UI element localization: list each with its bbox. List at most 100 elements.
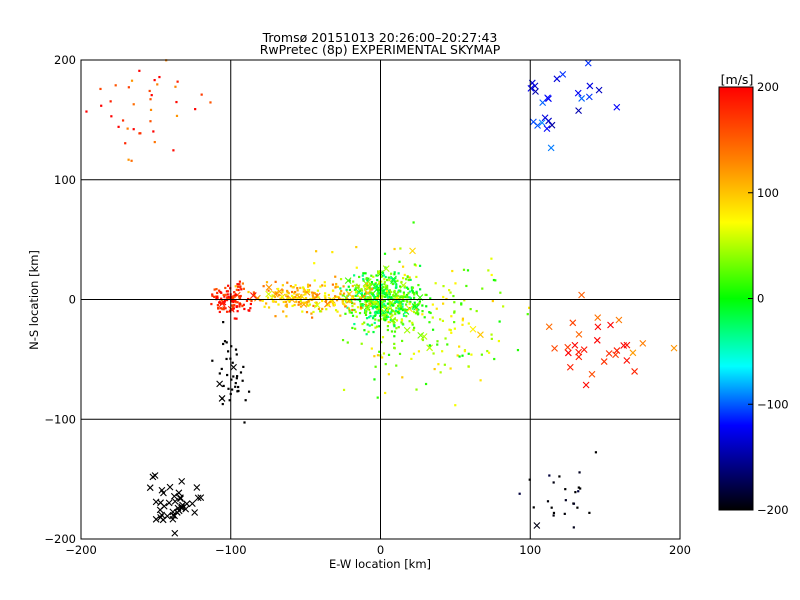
data-point	[296, 296, 299, 300]
data-point	[375, 325, 379, 328]
data-point	[359, 305, 363, 308]
data-point	[381, 292, 384, 295]
data-point	[227, 284, 230, 287]
data-point	[233, 317, 236, 320]
data-point	[382, 274, 386, 277]
data-point	[368, 283, 371, 286]
data-point	[221, 307, 224, 311]
data-point	[132, 103, 135, 106]
data-point	[411, 286, 415, 289]
data-point	[220, 367, 223, 371]
data-point	[405, 315, 408, 318]
data-point	[353, 288, 357, 291]
data-point	[243, 307, 246, 311]
data-point	[572, 502, 576, 505]
data-point	[363, 321, 366, 324]
data-point	[446, 343, 449, 346]
data-point	[222, 308, 225, 311]
data-point	[365, 317, 369, 320]
data-point	[401, 265, 405, 268]
data-point	[334, 275, 337, 278]
data-point	[351, 295, 355, 298]
data-point	[381, 314, 384, 317]
data-point	[441, 302, 445, 305]
data-point	[385, 291, 388, 295]
data-point	[395, 296, 399, 300]
data-point	[334, 295, 337, 298]
data-point	[348, 300, 351, 303]
data-point	[421, 313, 424, 316]
data-point	[386, 296, 389, 299]
data-point	[234, 301, 238, 304]
data-point	[234, 299, 237, 302]
data-point	[578, 471, 581, 474]
data-point	[369, 288, 372, 291]
data-point	[378, 350, 381, 353]
data-point-x	[160, 489, 167, 497]
data-point	[389, 304, 392, 307]
data-point	[364, 272, 367, 275]
x-tick-label: −200	[65, 543, 97, 557]
data-point	[372, 275, 375, 278]
data-point	[393, 330, 397, 333]
data-point	[209, 101, 212, 104]
data-point	[376, 308, 379, 311]
data-point	[431, 303, 434, 306]
data-point	[407, 287, 410, 290]
y-tick-label: 200	[54, 53, 76, 67]
data-point-x	[571, 341, 579, 349]
data-point	[219, 301, 222, 304]
data-point	[399, 285, 402, 288]
data-point	[357, 286, 360, 289]
data-point	[235, 317, 238, 320]
data-point	[237, 288, 240, 292]
data-point	[386, 325, 390, 328]
data-point	[359, 300, 362, 303]
data-point	[400, 307, 403, 310]
data-point-x	[533, 522, 541, 529]
data-point	[360, 287, 363, 291]
data-point	[397, 272, 400, 275]
data-point	[394, 309, 397, 312]
data-point	[121, 119, 125, 122]
data-point-x	[265, 290, 273, 298]
data-point	[319, 310, 322, 313]
data-point	[370, 302, 373, 305]
data-point	[433, 367, 436, 371]
data-point	[343, 303, 346, 306]
data-point	[296, 293, 299, 296]
data-point	[563, 512, 566, 515]
data-point	[234, 385, 237, 388]
data-point	[432, 352, 435, 355]
data-point	[236, 285, 240, 288]
data-point	[390, 296, 393, 299]
data-point-x	[545, 323, 553, 331]
data-point	[307, 285, 310, 288]
data-point	[396, 310, 400, 313]
data-point	[395, 306, 398, 310]
data-point	[374, 318, 377, 321]
data-point	[552, 511, 556, 515]
data-point	[175, 114, 179, 118]
data-point	[384, 286, 387, 289]
data-point	[382, 352, 386, 355]
data-point-x	[166, 483, 174, 491]
data-point	[267, 306, 271, 309]
data-point	[428, 344, 431, 347]
data-point	[238, 297, 241, 300]
data-point-x	[152, 515, 160, 523]
data-point	[393, 347, 396, 350]
y-tick-label: −200	[44, 532, 76, 546]
data-point	[344, 305, 347, 308]
data-point	[238, 302, 241, 306]
data-point	[149, 98, 152, 101]
data-point-x	[578, 291, 585, 299]
x-tick-label: 200	[669, 543, 691, 557]
data-point	[428, 311, 431, 314]
data-point	[381, 271, 385, 275]
data-point-x	[171, 497, 179, 505]
data-point	[461, 354, 464, 357]
data-point	[152, 130, 155, 133]
data-point	[381, 295, 384, 298]
data-point	[390, 310, 393, 313]
